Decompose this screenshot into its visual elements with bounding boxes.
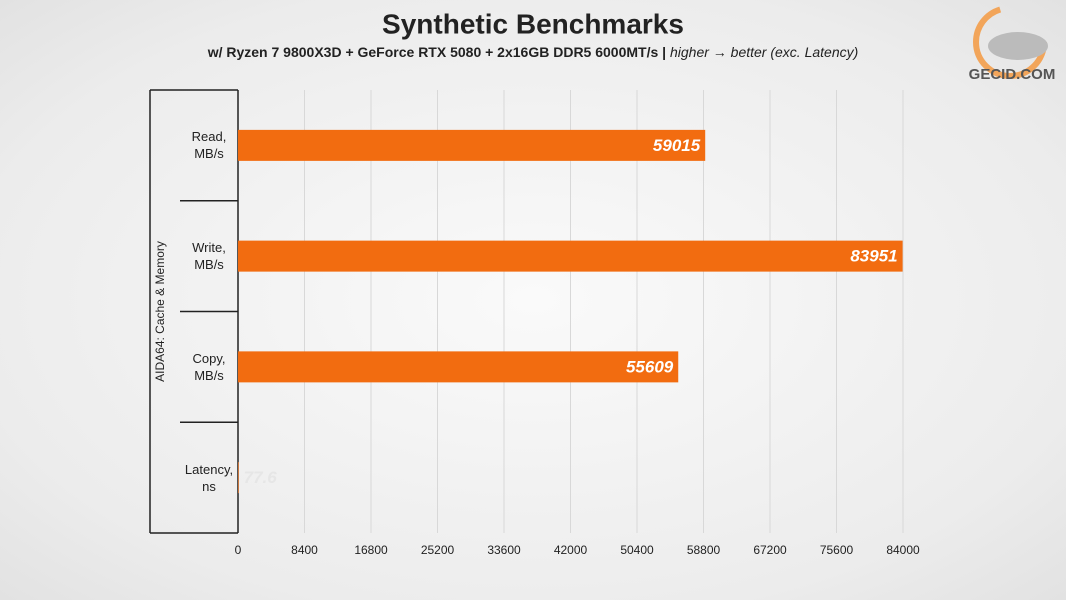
x-tick-label: 16800 xyxy=(354,543,388,557)
logo: GECID.COM xyxy=(969,5,1056,83)
category-label: Copy, MB/s xyxy=(192,350,226,383)
x-tick-label: 0 xyxy=(235,543,242,557)
x-tick-label: 75600 xyxy=(820,543,854,557)
category-label: Read, MB/s xyxy=(191,129,227,162)
value-label: 55609 xyxy=(626,357,674,376)
bar xyxy=(238,129,706,161)
group-label: AIDA64: Cache & Memory xyxy=(153,241,167,382)
x-tick-label: 42000 xyxy=(554,543,588,557)
bar xyxy=(238,462,239,494)
x-tick-label: 50400 xyxy=(620,543,654,557)
x-tick-label: 84000 xyxy=(886,543,920,557)
x-tick-label: 67200 xyxy=(753,543,787,557)
subtitle-main: w/ Ryzen 7 9800X3D + GeForce RTX 5080 + … xyxy=(207,44,666,60)
subtitle-note: higher → better (exc. Latency) xyxy=(670,44,858,60)
bar xyxy=(238,351,679,383)
x-tick-label: 8400 xyxy=(291,543,318,557)
x-tick-label: 58800 xyxy=(687,543,721,557)
category-label: Write, MB/s xyxy=(192,240,226,273)
value-label: 59015 xyxy=(653,136,701,155)
chart-title: Synthetic Benchmarks xyxy=(382,8,684,39)
value-label: 83951 xyxy=(850,247,897,266)
category-label: Latency, ns xyxy=(184,461,234,494)
x-tick-label: 33600 xyxy=(487,543,521,557)
bar xyxy=(238,240,903,272)
x-tick-label: 25200 xyxy=(421,543,455,557)
logo-mark xyxy=(988,32,1048,60)
value-label: 77.6 xyxy=(244,468,278,487)
watermark: GECID.COM xyxy=(969,66,1056,83)
chart-subtitle: w/ Ryzen 7 9800X3D + GeForce RTX 5080 + … xyxy=(207,44,859,60)
